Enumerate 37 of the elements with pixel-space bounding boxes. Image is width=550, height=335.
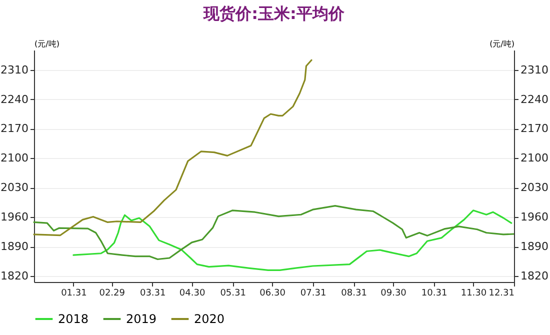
line-series (72, 210, 512, 272)
legend-label: 2018 (58, 312, 89, 326)
x-tick-label: 09.30 (380, 288, 407, 298)
y2-tick-label: 2170 (520, 122, 548, 136)
y-tick-label: 2310 (0, 63, 28, 76)
x-tick-label: 12.31 (488, 288, 514, 298)
x-tick-label: 11.30 (460, 288, 487, 298)
y-tick-label: 2100 (0, 152, 28, 165)
y2-tick-label: 2100 (520, 152, 548, 165)
y-tick-label: 2030 (0, 181, 28, 194)
y-axis-title: (元/吨) (34, 40, 60, 48)
y2-tick-label: 2030 (520, 181, 548, 194)
y2-tick-label: 2310 (520, 63, 548, 76)
line-series (33, 204, 515, 260)
y-tick-label: 1820 (0, 270, 28, 283)
line-series (33, 59, 312, 236)
x-tick-label: 04.30 (179, 288, 206, 298)
x-tick-label: 06.30 (260, 288, 286, 298)
y-tick-label: 1890 (0, 240, 28, 254)
x-tick-label: 10.31 (421, 288, 448, 298)
x-tick-label: 05.31 (220, 288, 246, 298)
x-tick-label: 03.31 (140, 288, 166, 298)
legend-label: 2020 (194, 312, 225, 326)
x-tick-label: 02.29 (99, 288, 126, 298)
y2-axis-title: (元/吨) (490, 40, 514, 48)
y-tick-label: 1960 (0, 210, 28, 224)
legend-label: 2019 (126, 312, 157, 326)
y-tick-label: 2240 (0, 92, 28, 106)
x-tick-label: 07.31 (300, 288, 326, 298)
y2-tick-label: 1820 (520, 270, 548, 283)
y2-tick-label: 1890 (520, 240, 548, 254)
x-tick-label: 01.31 (61, 288, 87, 298)
y2-tick-label: 2240 (520, 92, 548, 106)
chart-title: 现货价:玉米:平均价 (202, 4, 346, 23)
y-tick-label: 2170 (0, 122, 28, 136)
x-tick-label: 08.31 (341, 288, 367, 298)
y2-tick-label: 1960 (520, 210, 548, 224)
